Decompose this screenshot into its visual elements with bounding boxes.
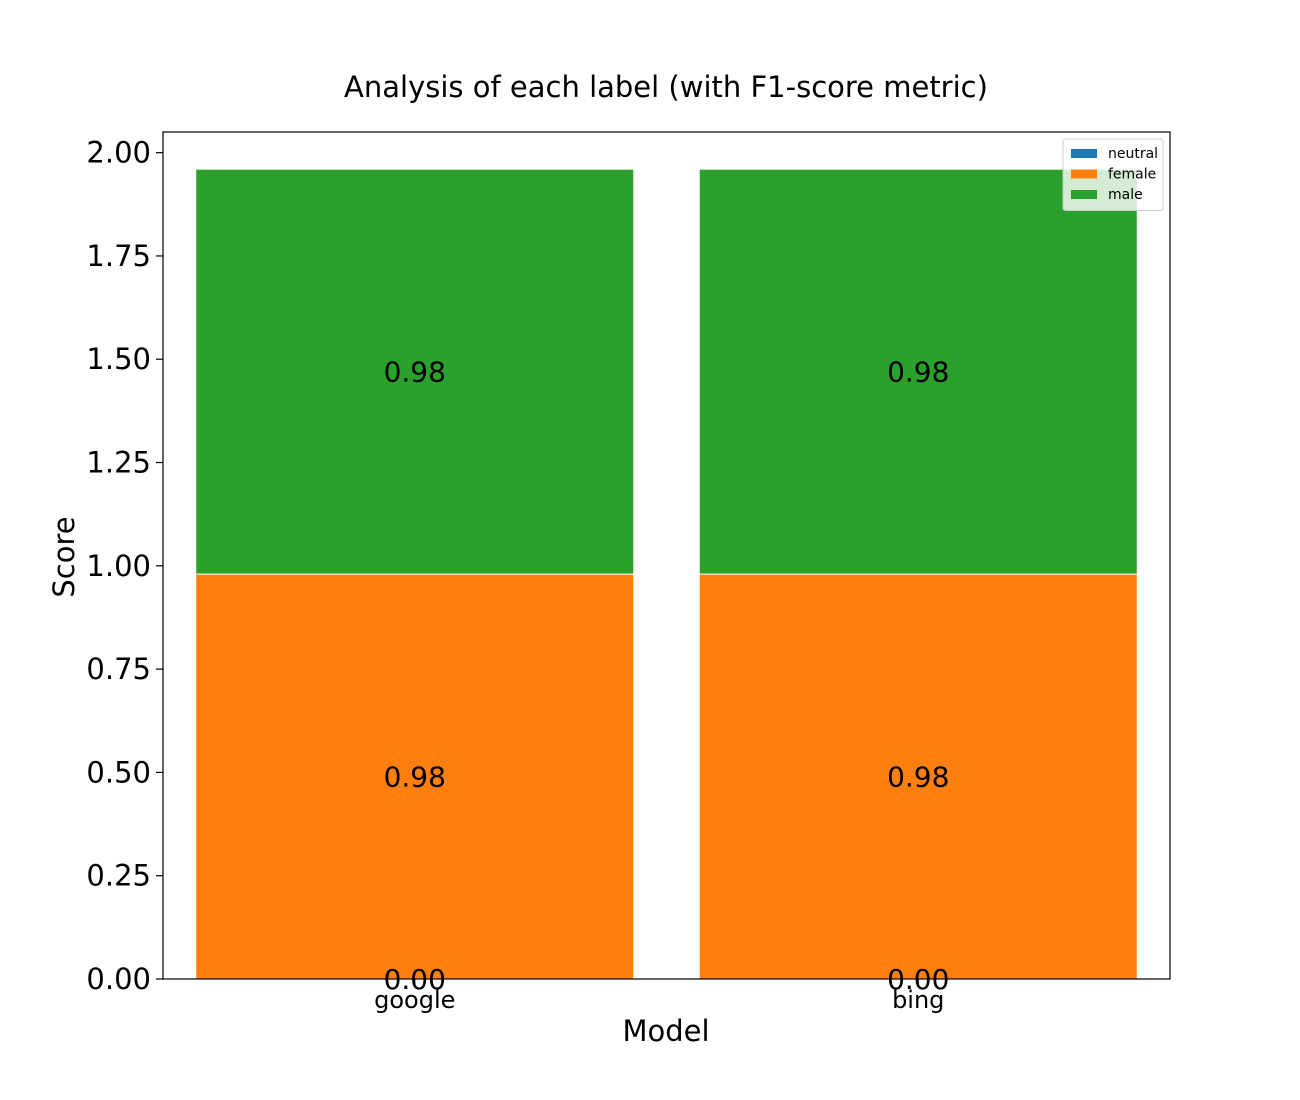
legend-swatch-neutral [1071,149,1097,158]
x-tick-label: google [374,986,455,1014]
legend: neutral female male [1062,138,1164,211]
legend-swatch-male [1071,190,1097,199]
chart-title: Analysis of each label (with F1-score me… [344,70,988,104]
y-tick-label: 1.00 [86,549,151,583]
y-axis-label: Score [47,516,81,597]
y-tick-label: 1.50 [86,342,151,376]
y-tick-label: 1.75 [86,239,151,273]
x-tick-label: bing [892,986,944,1014]
plot-area: 0.000.980.980.000.980.98 [195,168,1138,996]
data-label-female-google: 0.98 [384,761,446,794]
y-tick-label: 0.00 [86,962,151,996]
data-label-male-google: 0.98 [384,356,446,389]
y-tick-label: 0.50 [86,755,151,789]
y-tick-label: 0.25 [86,859,151,893]
bar-male-bing [698,168,1138,575]
data-label-female-bing: 0.98 [887,761,949,794]
y-tick-label: 0.75 [86,652,151,686]
y-tick-label: 1.25 [86,446,151,480]
legend-label-female: female [1108,167,1156,183]
legend-label-neutral: neutral [1108,146,1158,162]
legend-label-male: male [1108,187,1143,203]
bar-female-bing [698,573,1138,980]
bar-female-google [195,573,635,980]
x-axis: google bing [374,979,944,1014]
y-axis: 0.00 0.25 0.50 0.75 1.00 1.25 1.50 1.75 2.00 [86,136,163,996]
legend-swatch-female [1071,169,1097,179]
plot-frame [162,131,1171,980]
x-axis-label: Model [622,1014,709,1048]
data-label-male-bing: 0.98 [887,356,949,389]
bar-male-google [195,168,635,575]
y-tick-label: 2.00 [86,136,151,170]
